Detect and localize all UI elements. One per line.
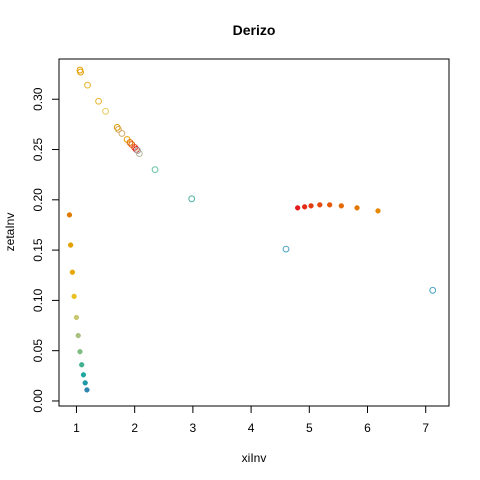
filled-point [66, 212, 73, 218]
filled-point [375, 208, 381, 214]
filled-point [301, 204, 308, 210]
filled-point [75, 332, 81, 339]
x-axis-label: xiInv [242, 451, 267, 465]
y-axis-label: zetaInv [3, 213, 17, 252]
data-points [66, 66, 437, 393]
open-point [84, 81, 91, 89]
y-tick-label: 0.05 [31, 339, 45, 363]
y-tick-label: 0.25 [31, 138, 45, 162]
filled-point [84, 387, 90, 393]
y-tick-label: 0.20 [31, 188, 45, 212]
open-point [118, 130, 126, 137]
open-point [282, 245, 290, 253]
x-axis: 1 2 3 4 5 6 7 [73, 405, 429, 435]
filled-point [67, 242, 74, 248]
filled-point [308, 203, 314, 209]
open-point [126, 139, 134, 146]
x-tick-label: 2 [131, 421, 138, 435]
filled-point [82, 380, 88, 386]
filled-point [327, 202, 333, 208]
filled-point [80, 372, 87, 378]
filled-point [338, 203, 344, 209]
open-point [102, 107, 109, 115]
filled-point [317, 202, 323, 208]
filled-point [295, 205, 301, 211]
open-point [429, 286, 437, 294]
x-tick-label: 4 [248, 421, 255, 435]
y-axis: 0.00 0.05 0.10 0.15 0.20 0.25 0.30 [31, 87, 60, 413]
filled-point [73, 314, 80, 321]
y-tick-label: 0.00 [31, 389, 45, 413]
open-point [77, 68, 84, 76]
open-point [135, 150, 143, 157]
x-tick-label: 7 [422, 421, 429, 435]
filled-point [354, 205, 360, 211]
open-point [114, 126, 122, 133]
open-point [95, 97, 102, 105]
open-point [151, 166, 159, 174]
x-tick-label: 6 [364, 421, 371, 435]
filled-point [69, 269, 76, 275]
filled-point [77, 349, 83, 355]
open-point [188, 195, 196, 203]
filled-point [79, 362, 85, 368]
x-tick-label: 1 [73, 421, 80, 435]
filled-point [71, 293, 77, 300]
y-tick-label: 0.10 [31, 288, 45, 312]
x-tick-label: 5 [306, 421, 313, 435]
x-tick-label: 3 [190, 421, 197, 435]
y-tick-label: 0.15 [31, 238, 45, 262]
chart-title: Derizo [233, 22, 276, 38]
y-tick-label: 0.30 [31, 87, 45, 111]
